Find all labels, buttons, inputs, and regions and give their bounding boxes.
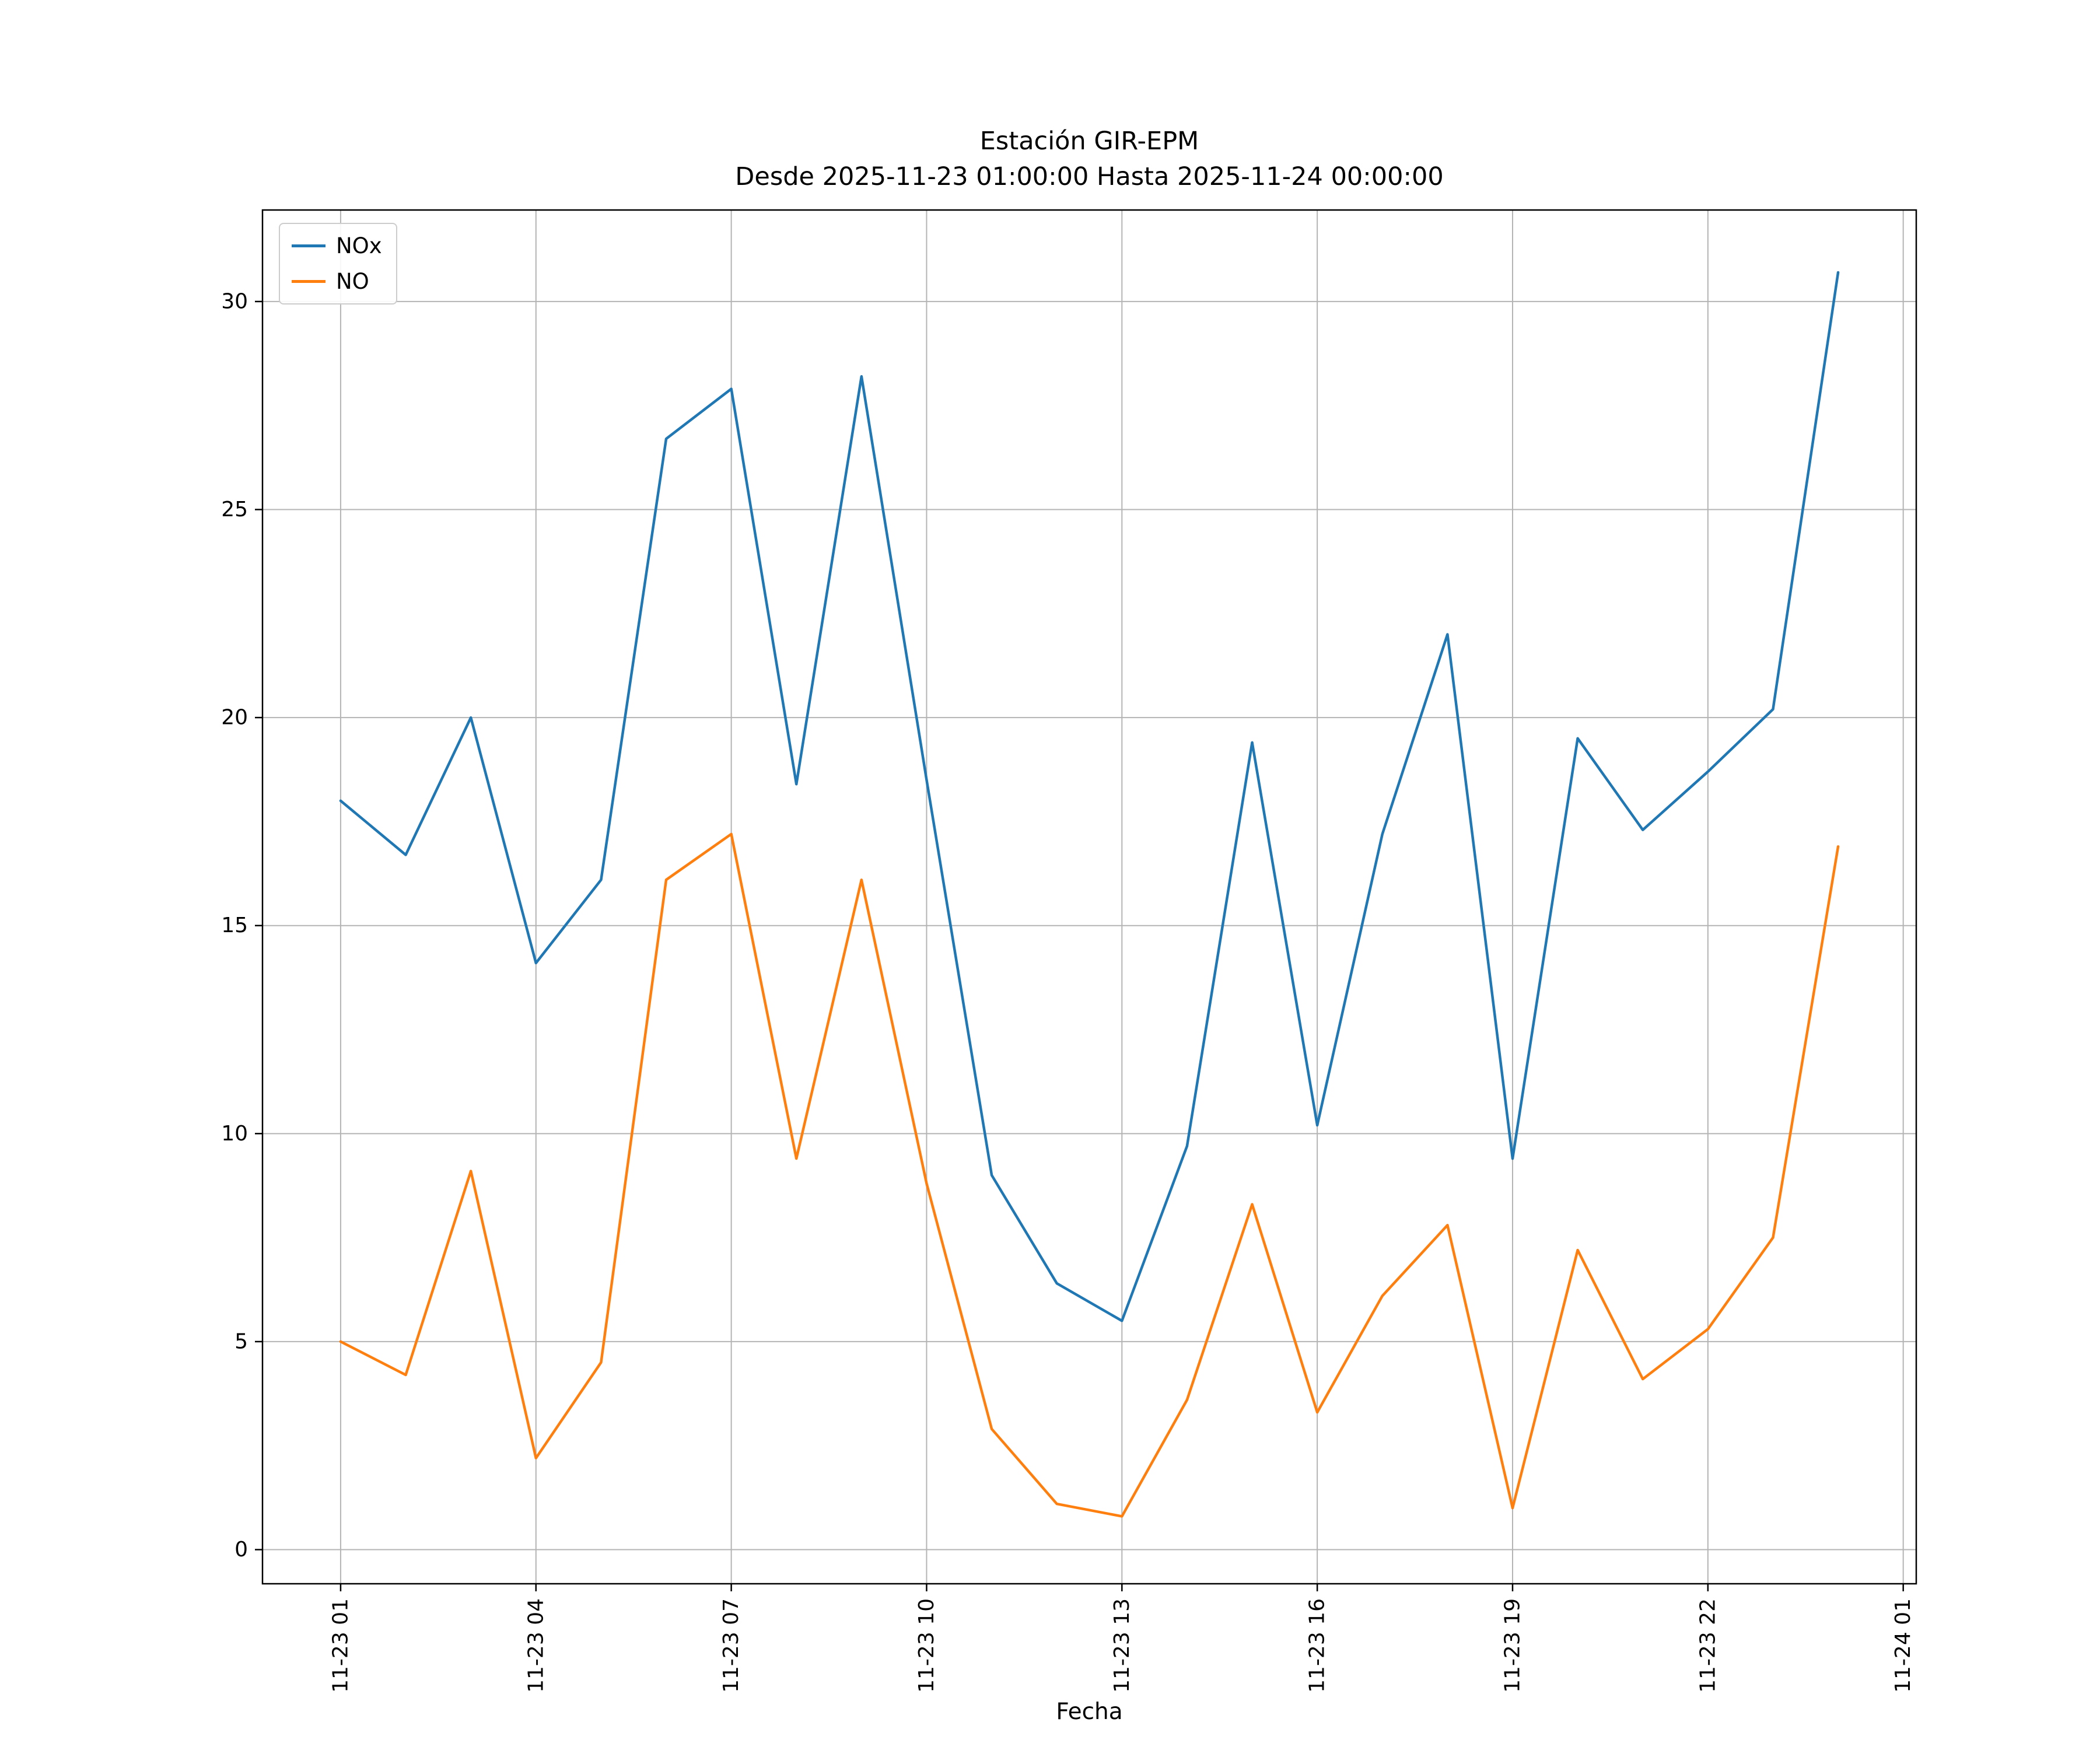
nox-line-swatch [292,244,326,247]
y-tick-label: 20 [221,706,248,730]
y-tick-label: 15 [221,914,248,937]
no-legend-label: NO [336,269,369,294]
chart-title: Estación GIR-EPM Desde 2025-11-23 01:00:… [262,124,1916,195]
no-line-swatch [292,280,326,283]
y-tick-label: 30 [221,289,248,313]
x-tick-label: 11-23 10 [915,1598,939,1693]
x-tick-label: 11-23 16 [1306,1598,1329,1693]
chart-title-line1: Estación GIR-EPM [979,127,1199,156]
chart-title-line2: Desde 2025-11-23 01:00:00 Hasta 2025-11-… [735,162,1444,192]
x-axis-label: Fecha [1056,1699,1123,1725]
legend: NOx NO [279,223,397,304]
x-tick-label: 11-23 22 [1696,1598,1720,1693]
x-tick-label: 11-23 07 [719,1598,743,1693]
y-tick-label: 5 [235,1329,248,1353]
legend-entry-no: NO [292,269,382,294]
no-series-line [339,832,1840,1518]
y-tick-label: 0 [235,1538,248,1562]
y-tick-label: 10 [221,1122,248,1146]
x-tick-label: 11-23 04 [524,1598,548,1693]
x-tick-label: 11-23 01 [328,1598,352,1693]
x-tick-label: 11-23 19 [1500,1598,1524,1693]
legend-entry-nox: NOx [292,233,382,258]
nox-series-line [339,271,1840,1322]
axes-spines [261,209,1917,1585]
y-tick-label: 25 [221,498,248,522]
x-tick-label: 11-23 13 [1110,1598,1134,1693]
x-tick-label: 11-24 01 [1891,1598,1915,1693]
nox-legend-label: NOx [336,233,382,258]
